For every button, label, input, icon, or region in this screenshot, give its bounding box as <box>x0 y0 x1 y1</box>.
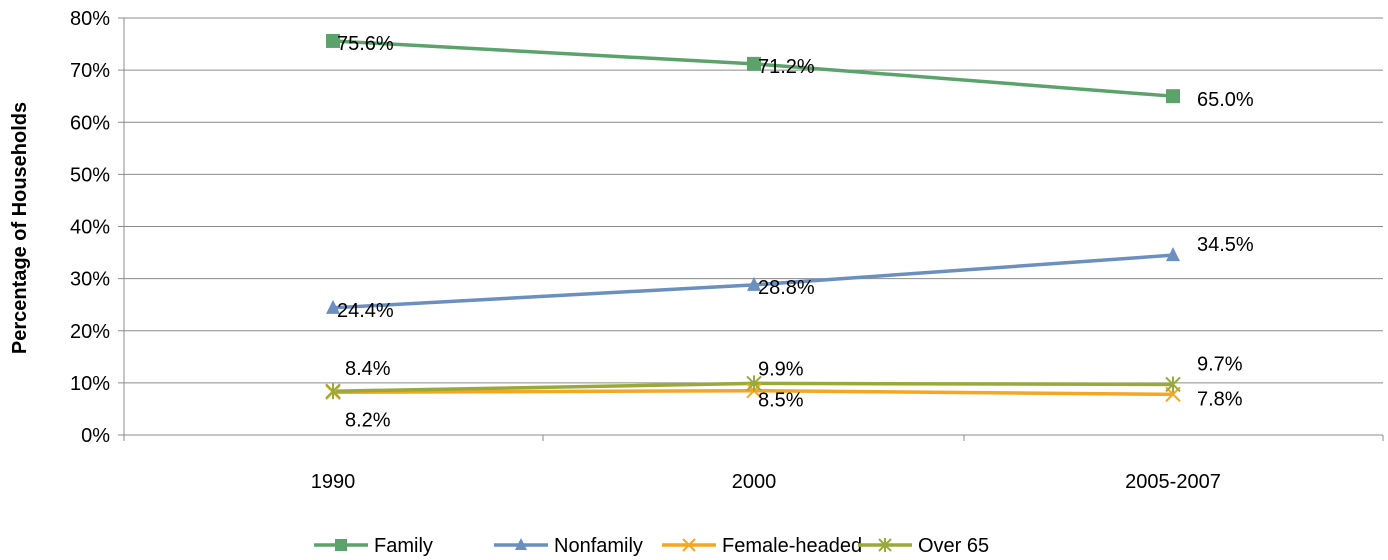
y-axis-ticks: 0% 10% 20% 30% 40% 50% 60% 70% 80% <box>70 8 110 447</box>
data-label: 34.5% <box>1197 234 1254 256</box>
data-label: 8.2% <box>345 409 391 431</box>
legend-item: Female-headed <box>662 535 862 557</box>
series-markers <box>325 33 1181 403</box>
star-marker <box>878 538 892 552</box>
square-marker <box>326 33 340 48</box>
data-label: 9.7% <box>1197 353 1243 375</box>
data-label: 65.0% <box>1197 89 1254 111</box>
star-marker <box>1165 376 1181 393</box>
legend-label: Family <box>374 535 433 557</box>
data-label: 24.4% <box>337 300 394 322</box>
star-marker <box>746 375 762 392</box>
triangle-marker <box>1166 247 1180 262</box>
legend-label: Nonfamily <box>554 535 643 557</box>
y-tick-label: 80% <box>70 8 110 30</box>
legend-item: Nonfamily <box>494 535 643 557</box>
legend-label: Female-headed <box>722 535 862 557</box>
x-tick-label: 1990 <box>311 471 356 493</box>
y-tick-label: 0% <box>81 425 110 447</box>
triangle-marker <box>747 276 761 291</box>
legend-item: Family <box>314 535 433 557</box>
y-tick-label: 30% <box>70 269 110 291</box>
triangle-marker <box>326 299 340 314</box>
data-label: 7.8% <box>1197 388 1243 410</box>
gridlines <box>118 17 1384 441</box>
data-label: 71.2% <box>758 56 815 78</box>
y-tick-label: 60% <box>70 112 110 134</box>
x-tick-label: 2000 <box>732 471 777 493</box>
x-tick-label: 2005-2007 <box>1125 471 1221 493</box>
legend-item: Over 65 <box>858 535 989 557</box>
square-marker <box>335 539 347 551</box>
triangle-marker <box>515 538 527 550</box>
legend: Family Nonfamily Female-headed Over 65 <box>314 535 989 557</box>
y-tick-label: 10% <box>70 373 110 395</box>
data-label: 9.9% <box>758 358 804 380</box>
data-label: 28.8% <box>758 277 815 299</box>
x-axis-ticks: 1990 2000 2005-2007 <box>311 471 1221 493</box>
square-marker <box>1166 89 1180 104</box>
star-marker <box>325 383 341 400</box>
y-tick-label: 50% <box>70 164 110 186</box>
data-label: 8.4% <box>345 358 391 380</box>
x-marker <box>682 538 696 552</box>
y-tick-label: 70% <box>70 60 110 82</box>
square-marker <box>747 56 761 71</box>
legend-label: Over 65 <box>918 535 989 557</box>
y-axis-label: Percentage of Households <box>9 102 31 354</box>
y-tick-label: 20% <box>70 321 110 343</box>
series-lines <box>332 39 1174 397</box>
y-tick-label: 40% <box>70 217 110 239</box>
data-label: 75.6% <box>337 33 394 55</box>
data-label: 8.5% <box>758 390 804 412</box>
data-labels: 75.6% 71.2% 65.0% 24.4% 28.8% 34.5% 8.2% 8.5% 7.… <box>337 33 1254 431</box>
